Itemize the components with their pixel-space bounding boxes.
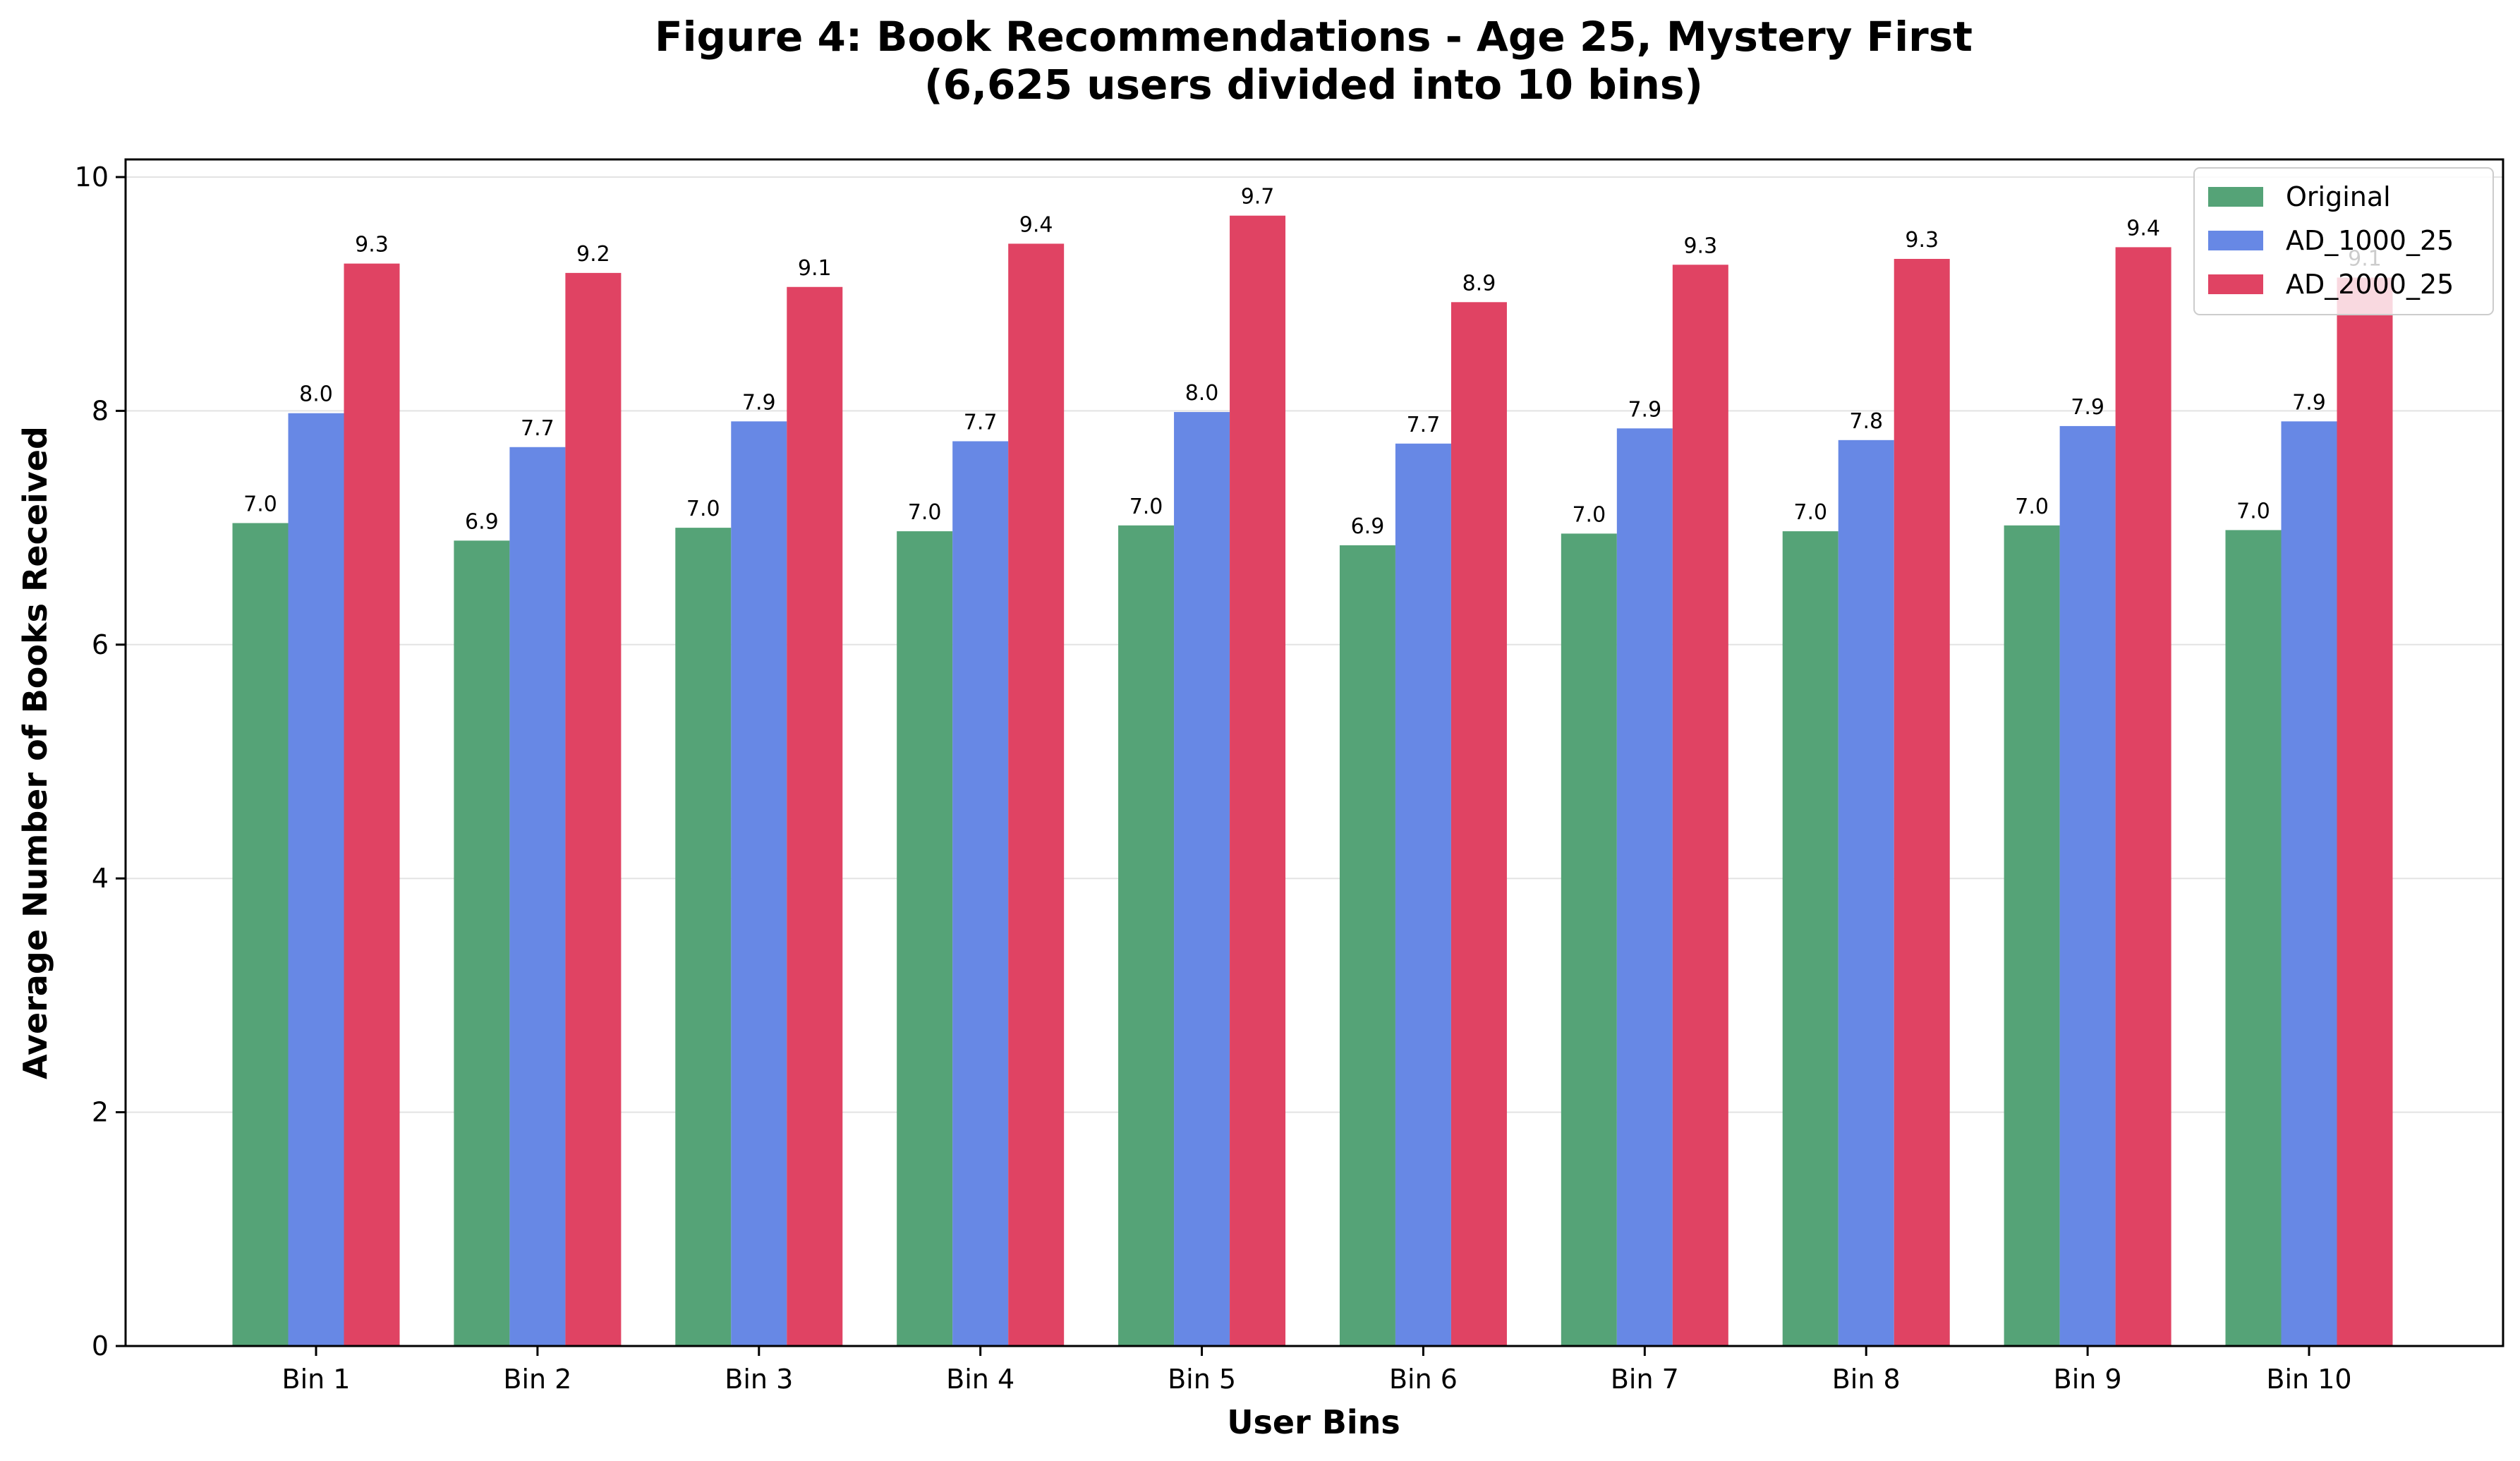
plot-frame (124, 158, 2504, 1347)
bar-value-label: 9.3 (1683, 234, 1717, 258)
bar (1838, 439, 1894, 1347)
data-labels: 7.0 6.9 7.0 7.0 7.0 6.9 7.0 7.0 7.0 7.0 8.0 7.7 7.9 7… (243, 185, 2382, 539)
bar-value-label: 7.0 (908, 500, 942, 525)
legend-swatch (2208, 231, 2263, 250)
y-tick-label: 2 (92, 1097, 109, 1128)
chart-subtitle: (6,625 users divided into 10 bins) (924, 61, 1703, 109)
y-tick-label: 4 (92, 863, 109, 894)
x-tick-label: Bin 1 (282, 1364, 351, 1395)
legend-label: AD_2000_25 (2286, 269, 2454, 300)
bar-value-label: 8.9 (1462, 271, 1496, 296)
bar-value-label: 9.2 (576, 242, 610, 267)
chart-title: Figure 4: Book Recommendations - Age 25,… (655, 13, 1973, 61)
bar-value-label: 7.9 (1628, 397, 1661, 422)
x-tick-label: Bin 8 (1832, 1364, 1901, 1395)
bar (288, 413, 344, 1346)
bar (1395, 443, 1451, 1346)
bar-value-label: 7.0 (686, 497, 720, 521)
bar (787, 286, 843, 1346)
bar (1672, 265, 1728, 1346)
bar (2004, 525, 2060, 1346)
bar-value-label: 7.0 (1793, 500, 1827, 525)
x-tick-label: Bin 3 (725, 1364, 793, 1395)
bar (344, 263, 400, 1346)
legend-box (2193, 167, 2494, 315)
bar-value-label: 9.4 (2126, 216, 2160, 241)
bar-value-label: 8.0 (299, 382, 333, 407)
legend-label: AD_1000_25 (2286, 225, 2454, 256)
bar-value-label: 7.7 (1407, 413, 1441, 437)
bar-value-label: 9.7 (1241, 185, 1275, 210)
bar (565, 272, 622, 1346)
y-axis-label: Average Number of Books Received (16, 426, 54, 1079)
bar-value-label: 9.4 (1019, 212, 1053, 237)
legend-label: Original (2286, 181, 2391, 212)
bar-value-label: 9.3 (355, 233, 389, 257)
bar-value-label: 7.0 (243, 492, 277, 516)
x-tick-label: Bin 5 (1168, 1364, 1236, 1395)
y-axis: 0 2 4 6 8 10 (75, 162, 126, 1362)
legend-swatch (2208, 274, 2263, 294)
bar (232, 523, 289, 1347)
x-tick-label: Bin 7 (1611, 1364, 1679, 1395)
bar (952, 441, 1009, 1347)
bar-value-label: 7.0 (2236, 499, 2270, 523)
bar (2337, 277, 2393, 1347)
legend-swatch (2208, 187, 2263, 207)
bar-value-label: 8.0 (1185, 381, 1219, 406)
bar (1616, 428, 1673, 1346)
bar-value-label: 7.7 (964, 410, 998, 435)
bar (1174, 412, 1230, 1346)
bar-value-label: 7.9 (2071, 395, 2104, 420)
bar-value-label: 7.0 (1572, 502, 1606, 527)
bar-value-label: 9.3 (1905, 228, 1939, 253)
bar-value-label: 6.9 (465, 509, 499, 534)
bar (2281, 421, 2337, 1346)
bar (509, 447, 566, 1346)
y-tick-label: 0 (92, 1330, 109, 1362)
bar-value-label: 6.9 (1351, 514, 1385, 539)
bar (1230, 215, 1286, 1346)
bar-value-label: 7.0 (2015, 495, 2049, 519)
y-tick-label: 10 (75, 162, 109, 193)
bar-value-label: 7.0 (1129, 495, 1163, 519)
x-tick-label: Bin 2 (503, 1364, 571, 1395)
x-axis: Bin 1 Bin 2 Bin 3 Bin 4 Bin 5 Bin 6 Bin 7 Bin 8… (282, 1346, 2352, 1395)
x-axis-label: User Bins (1227, 1403, 1400, 1441)
bar-value-label: 9.1 (798, 256, 832, 281)
bar-value-label: 7.9 (2292, 390, 2326, 415)
bar (1450, 302, 1507, 1346)
bar (1894, 258, 1950, 1346)
x-tick-label: Bin 9 (2054, 1364, 2122, 1395)
bar (1561, 533, 1617, 1346)
x-tick-label: Bin 6 (1389, 1364, 1458, 1395)
bar (2225, 530, 2282, 1346)
bars (232, 215, 2393, 1347)
bar (1008, 243, 1065, 1347)
bar (731, 421, 787, 1346)
bar (2115, 247, 2171, 1346)
bar-value-label: 7.9 (742, 390, 776, 415)
y-tick-label: 6 (92, 629, 109, 660)
bar-value-label: 7.8 (1849, 409, 1883, 434)
bar (454, 540, 510, 1346)
x-tick-label: Bin 10 (2266, 1364, 2351, 1395)
y-tick-label: 8 (92, 395, 109, 426)
bar (897, 531, 953, 1346)
bar (2059, 425, 2116, 1347)
bar-value-label: 7.7 (521, 416, 555, 441)
bar (675, 528, 732, 1346)
bar (1339, 545, 1395, 1346)
legend: Original AD_1000_25 AD_2000_25 (2193, 167, 2494, 315)
x-tick-label: Bin 4 (946, 1364, 1014, 1395)
bar (1782, 531, 1838, 1346)
bar (1118, 525, 1175, 1346)
